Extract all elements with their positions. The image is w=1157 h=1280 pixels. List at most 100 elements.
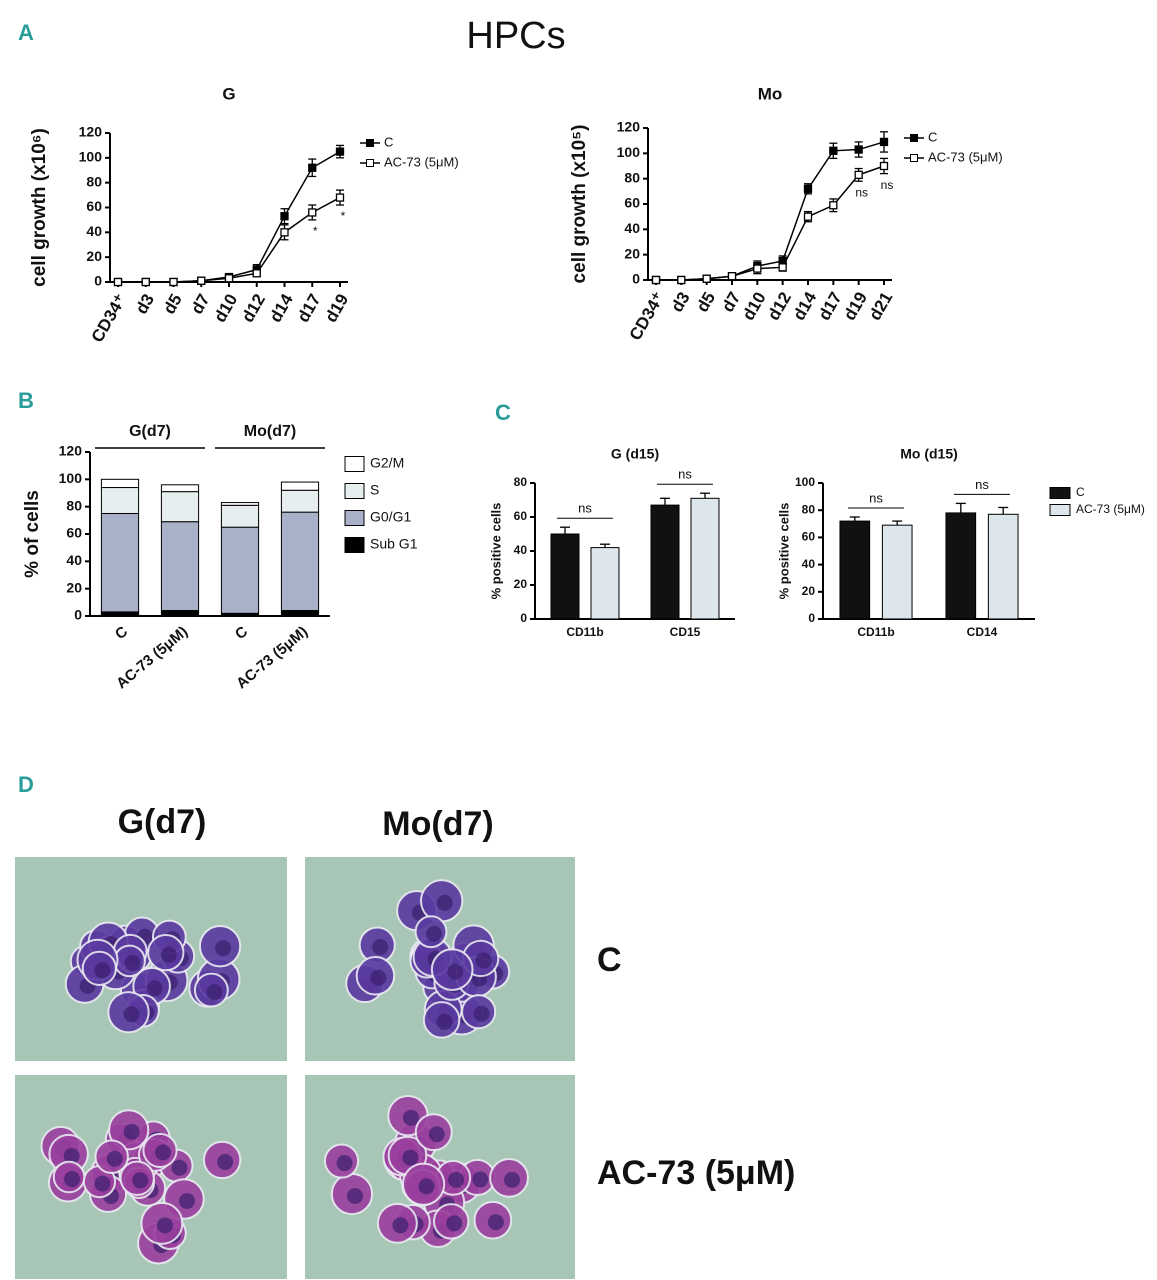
panel-label: B — [18, 388, 34, 413]
y-tick-label: 0 — [74, 607, 82, 623]
legend-label: AC-73 (5μM) — [384, 154, 459, 169]
nucleus — [428, 1126, 445, 1143]
nucleus — [64, 1171, 81, 1188]
legend-label: G0/G1 — [370, 509, 411, 525]
marker — [854, 145, 863, 154]
point-label: ns — [855, 185, 868, 199]
y-axis-label: cell growth (x10⁶) — [29, 128, 50, 287]
y-tick-label: 40 — [66, 552, 82, 568]
y-tick-label: 60 — [624, 195, 640, 211]
y-tick-label: 0 — [94, 273, 102, 289]
nucleus — [436, 894, 453, 911]
bar-segment — [100, 478, 140, 489]
nucleus — [155, 1144, 172, 1161]
bar-segment — [160, 610, 200, 617]
point-label: * — [341, 209, 346, 223]
x-tick-label: d3 — [132, 291, 158, 318]
x-tick-label: d5 — [159, 291, 185, 318]
marker — [854, 170, 863, 180]
y-tick-label: 80 — [66, 497, 82, 513]
x-tick-label: d10 — [739, 289, 770, 324]
x-tick-label: d19 — [840, 289, 871, 324]
nucleus — [160, 946, 177, 963]
nucleus — [475, 952, 492, 969]
y-axis-label: % of cells — [22, 490, 43, 578]
nucleus — [436, 1013, 453, 1030]
x-tick-label: CD11b — [566, 625, 603, 639]
y-tick-label: 40 — [802, 557, 816, 571]
y-axis-label: cell growth (x10⁵) — [569, 125, 590, 284]
column-label: Mo(d7) — [382, 805, 493, 843]
y-tick-label: 100 — [59, 470, 83, 486]
x-tick-label: d12 — [238, 291, 269, 326]
y-tick-label: 20 — [66, 579, 82, 595]
legend-marker — [910, 134, 918, 142]
y-tick-label: 0 — [520, 611, 527, 625]
y-tick-label: 100 — [79, 149, 103, 165]
marker — [280, 228, 289, 237]
row-label: AC-73 (5μM) — [597, 1154, 795, 1192]
y-tick-label: 20 — [514, 577, 528, 591]
chart: Mo cell growth (x10⁵) 0 20 40 60 80 100 120 CD34⁺… — [569, 84, 1003, 343]
x-tick-label: d21 — [865, 289, 896, 324]
marker — [778, 263, 787, 272]
marker — [803, 184, 813, 193]
marker — [335, 193, 345, 202]
nucleus — [418, 1178, 435, 1195]
bar — [987, 513, 1019, 620]
bar-segment — [220, 504, 260, 528]
legend-swatch — [1049, 504, 1071, 516]
nucleus — [472, 1171, 489, 1188]
x-tick-label: d7 — [187, 291, 213, 318]
nucleus — [132, 1172, 149, 1189]
marker — [879, 161, 889, 171]
bar — [881, 524, 913, 620]
bar-segment — [160, 484, 200, 493]
group-label: G(d7) — [129, 423, 171, 440]
y-tick-label: 120 — [617, 119, 641, 135]
marker — [308, 163, 317, 172]
x-tick-label: d5 — [693, 289, 719, 316]
bar — [550, 533, 580, 620]
y-tick-label: 100 — [617, 144, 641, 160]
legend-label: C — [1076, 485, 1085, 499]
nucleus — [123, 1123, 140, 1140]
y-tick-label: 60 — [66, 525, 82, 541]
chart-title: Mo (d15) — [900, 446, 958, 462]
figure-title: HPCs — [466, 15, 565, 57]
bar-segment — [100, 611, 140, 617]
chart-title: G — [222, 84, 235, 103]
marker — [308, 208, 317, 217]
x-tick-label: d14 — [266, 290, 297, 325]
nucleus — [63, 1148, 80, 1165]
nucleus — [370, 969, 387, 986]
y-tick-label: 60 — [514, 509, 528, 523]
y-tick-label: 20 — [802, 584, 816, 598]
legend-marker — [366, 139, 374, 147]
legend-swatch — [344, 456, 365, 472]
nucleus — [171, 1159, 188, 1176]
legend-label: AC-73 (5μM) — [928, 149, 1003, 164]
marker — [753, 264, 762, 273]
y-tick-label: 80 — [624, 169, 640, 185]
y-tick-label: 120 — [79, 124, 103, 140]
marker — [113, 277, 123, 287]
bar-segment — [160, 491, 200, 523]
y-tick-label: 40 — [624, 220, 640, 236]
bar — [690, 497, 720, 620]
point-label: * — [313, 224, 318, 238]
legend-label: S — [370, 482, 379, 498]
row-label: C — [597, 941, 622, 979]
y-tick-label: 60 — [86, 198, 102, 214]
nucleus — [392, 1217, 409, 1234]
micrographs — [15, 857, 575, 1279]
x-tick-label: d14 — [789, 288, 820, 323]
x-tick-label: d17 — [815, 289, 846, 324]
marker — [651, 275, 661, 285]
y-tick-label: 80 — [86, 173, 102, 189]
marker — [280, 212, 289, 221]
y-tick-label: 40 — [514, 543, 528, 557]
legend-swatch — [344, 483, 365, 499]
